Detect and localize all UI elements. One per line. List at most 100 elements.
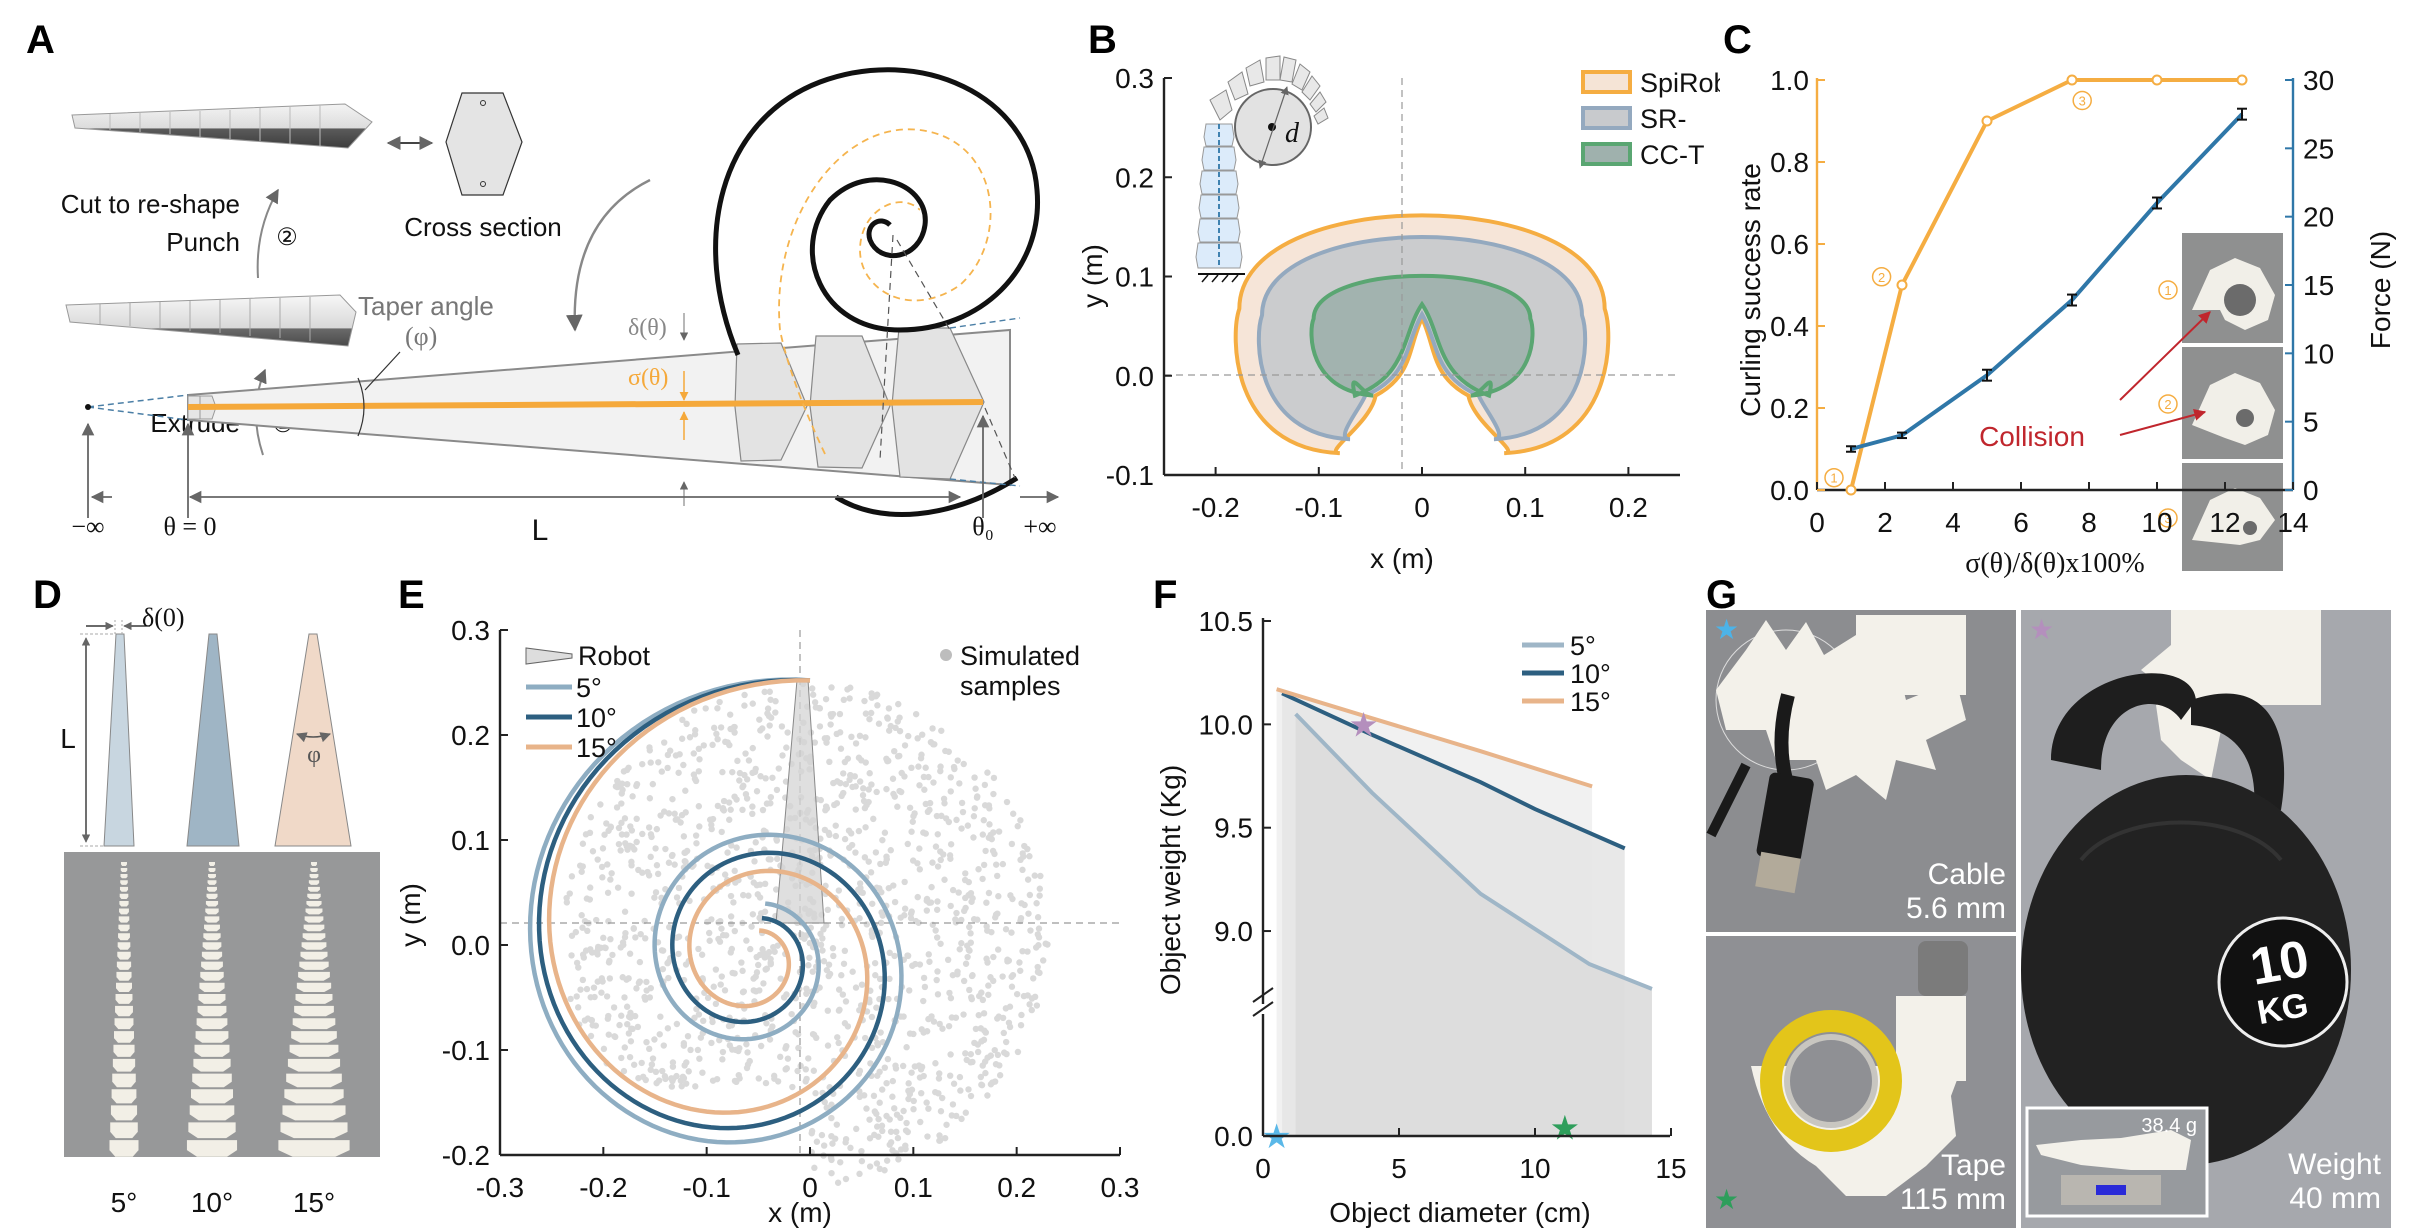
e-simulated-sample-point — [1002, 1038, 1010, 1046]
e-simulated-sample-point — [730, 899, 737, 906]
d-photo-segment — [120, 880, 128, 885]
e-simulated-sample-point — [930, 741, 937, 748]
e-simulated-sample-point — [877, 919, 885, 927]
e-simulated-sample-point — [660, 739, 668, 746]
c-y2-tick-label: 20 — [2303, 202, 2334, 233]
e-simulated-sample-point — [932, 1060, 939, 1067]
e-simulated-sample-point — [934, 898, 941, 905]
e-simulated-sample-point — [729, 768, 736, 776]
e-simulated-sample-point — [752, 839, 759, 846]
e-simulated-sample-point — [643, 1038, 650, 1046]
e-simulated-sample-point — [891, 952, 898, 960]
e-simulated-sample-point — [887, 1139, 895, 1146]
e-simulated-sample-point — [862, 734, 869, 741]
e-simulated-sample-point — [866, 715, 873, 723]
e-simulated-sample-point — [646, 1045, 653, 1053]
e-simulated-sample-point — [980, 1036, 988, 1044]
e-simulated-sample-point — [902, 1127, 910, 1134]
e-simulated-sample-point — [749, 744, 756, 752]
e-simulated-sample-point — [840, 960, 848, 967]
e-simulated-sample-point — [621, 815, 629, 822]
e-simulated-sample-point — [600, 934, 607, 942]
d-photo-segment — [111, 1089, 137, 1104]
e-simulated-sample-point — [579, 976, 587, 984]
e-simulated-sample-point — [792, 1029, 799, 1036]
e-simulated-sample-point — [749, 803, 756, 810]
e-simulated-sample-point — [735, 1047, 742, 1055]
e-simulated-sample-point — [918, 1063, 926, 1071]
e-simulated-sample-point — [678, 1083, 685, 1090]
e-simulated-sample-point — [718, 925, 725, 932]
e-simulated-sample-point — [952, 916, 959, 923]
e-simulated-sample-point — [883, 755, 890, 763]
e-simulated-sample-point — [833, 1121, 841, 1128]
e-simulated-sample-point — [948, 1014, 956, 1021]
e-simulated-sample-point — [1017, 817, 1024, 824]
e-simulated-sample-point — [634, 1023, 642, 1031]
panel-c-chart: 123 0 2 4 6 8 10 12 140.00.20.40.60.81.00510152… — [1740, 65, 2396, 579]
e-simulated-sample-point — [970, 834, 977, 841]
e-simulated-sample-point — [877, 1029, 884, 1036]
e-legend-robot-swatch — [525, 647, 573, 665]
e-simulated-sample-point — [739, 967, 746, 975]
e-simulated-sample-point — [696, 1055, 703, 1062]
g-kettlebell-label-line2: KG — [2254, 986, 2311, 1032]
e-simulated-sample-point — [846, 776, 853, 784]
e-simulated-sample-point — [841, 947, 849, 955]
e-simulated-sample-point — [718, 828, 725, 836]
e-simulated-sample-point — [1018, 900, 1025, 907]
e-simulated-sample-point — [954, 971, 961, 978]
e-simulated-sample-point — [905, 1080, 912, 1087]
e-simulated-sample-point — [979, 1062, 986, 1069]
f-y-tick-label: 0.0 — [1214, 1121, 1253, 1152]
e-simulated-sample-point — [589, 1022, 596, 1029]
e-simulated-sample-point — [947, 994, 955, 1002]
c-success-point — [1896, 279, 1908, 291]
e-simulated-sample-point — [666, 923, 673, 931]
e-simulated-sample-point — [956, 1073, 964, 1081]
e-simulated-sample-point — [926, 899, 933, 906]
e-simulated-sample-point — [828, 1169, 835, 1177]
e-simulated-sample-point — [992, 1060, 1000, 1068]
e-simulated-sample-point — [980, 817, 987, 824]
e-simulated-sample-point — [856, 1170, 863, 1178]
e-simulated-sample-point — [573, 993, 580, 1000]
e-simulated-sample-point — [665, 974, 672, 982]
e-simulated-sample-point — [829, 945, 837, 952]
e-simulated-sample-point — [693, 840, 700, 847]
d-angle-label-5: 5° — [111, 1187, 138, 1218]
e-simulated-sample-point — [936, 1020, 943, 1028]
e-simulated-sample-point — [823, 739, 830, 746]
e-simulated-sample-point — [855, 827, 863, 835]
e-simulated-sample-point — [567, 995, 574, 1003]
d-photo-segment — [282, 1105, 346, 1121]
b-x-tick-label: -0.2 — [1191, 492, 1239, 523]
e-simulated-sample-point — [908, 764, 915, 772]
e-simulated-sample-point — [648, 1061, 656, 1068]
e-simulated-sample-point — [722, 932, 730, 939]
e-simulated-sample-point — [884, 1055, 892, 1063]
e-simulated-sample-point — [808, 1127, 816, 1135]
e-simulated-sample-point — [947, 841, 955, 848]
e-simulated-sample-point — [750, 975, 757, 982]
e-simulated-sample-point — [676, 751, 683, 758]
e-simulated-sample-point — [842, 998, 850, 1005]
e-simulated-sample-point — [984, 1092, 991, 1099]
e-simulated-sample-point — [761, 688, 768, 696]
star-glyph: ★ — [2029, 614, 2055, 645]
e-x-tick-label: 0.1 — [894, 1172, 933, 1203]
c-inset-marker-label: 2 — [2164, 397, 2171, 412]
e-simulated-sample-point — [643, 978, 650, 986]
e-simulated-sample-point — [928, 883, 935, 891]
theta0-label: θ₀ — [972, 512, 994, 541]
e-simulated-sample-point — [967, 1092, 975, 1100]
e-simulated-sample-point — [1014, 1048, 1022, 1056]
f-x-tick-label: 10 — [1519, 1153, 1550, 1184]
e-simulated-sample-point — [958, 1115, 965, 1123]
e-simulated-sample-point — [633, 985, 640, 992]
d-photo-segment — [193, 1058, 231, 1072]
e-simulated-sample-point — [922, 800, 930, 808]
e-simulated-sample-point — [946, 989, 953, 997]
e-simulated-sample-point — [766, 722, 773, 729]
g-cable-caption-line2: 5.6 mm — [1905, 892, 2006, 925]
